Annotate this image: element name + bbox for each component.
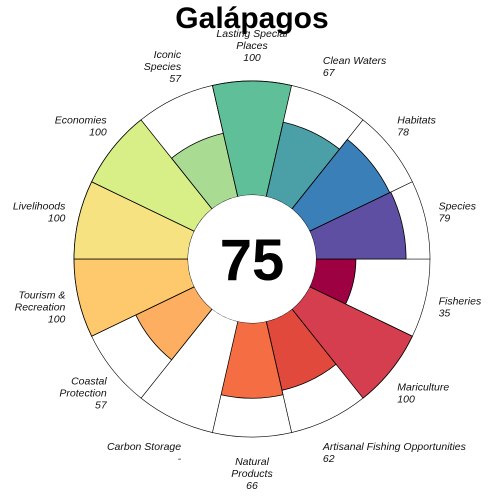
label-livelihoods: Livelihoods 100	[13, 200, 66, 224]
label-carbon-storage: Carbon Storage -	[107, 441, 182, 465]
label-clean-waters: Clean Waters 67	[323, 55, 387, 79]
label-economies: Economies 100	[55, 115, 108, 139]
label-mariculture: Mariculture 100	[397, 381, 449, 405]
label-habitats: Habitats 78	[397, 115, 436, 139]
labels-layer: Fisheries 35 Mariculture 100 Artisanal Fishi…	[13, 28, 482, 492]
petals-layer	[73, 80, 431, 438]
label-artisanal-fishing-opportunities: Artisanal Fishing Opportunities 62	[322, 441, 467, 465]
label-lasting-special-places: Lasting Special Places 100	[216, 28, 288, 64]
chart-title: Galápagos	[175, 2, 328, 35]
label-iconic-species: Iconic Species 57	[144, 49, 183, 85]
label-species: Species 79	[439, 200, 477, 224]
label-natural-products: Natural Products 66	[231, 456, 273, 492]
center-score: 75	[220, 228, 285, 293]
center-hole	[188, 195, 316, 323]
label-coastal-protection: Coastal Protection 57	[59, 375, 107, 411]
label-fisheries: Fisheries 35	[439, 296, 482, 320]
label-tourism-recreation: Tourism & Recreation 100	[15, 290, 66, 326]
